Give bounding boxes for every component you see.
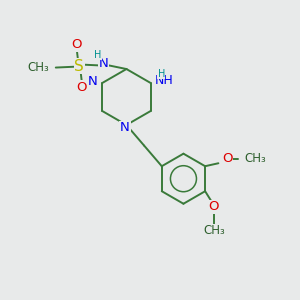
Text: S: S — [74, 58, 84, 74]
Text: CH₃: CH₃ — [27, 61, 49, 74]
Text: H: H — [94, 50, 102, 60]
Text: NH: NH — [154, 74, 173, 87]
Text: N: N — [88, 75, 98, 88]
Text: N: N — [120, 122, 130, 134]
Text: N: N — [99, 57, 108, 70]
Text: O: O — [76, 81, 87, 94]
Text: H: H — [158, 69, 165, 79]
Text: O: O — [72, 38, 82, 51]
Text: CH₃: CH₃ — [203, 224, 225, 238]
Text: CH₃: CH₃ — [244, 152, 266, 165]
Text: O: O — [222, 152, 233, 165]
Text: O: O — [209, 200, 219, 213]
